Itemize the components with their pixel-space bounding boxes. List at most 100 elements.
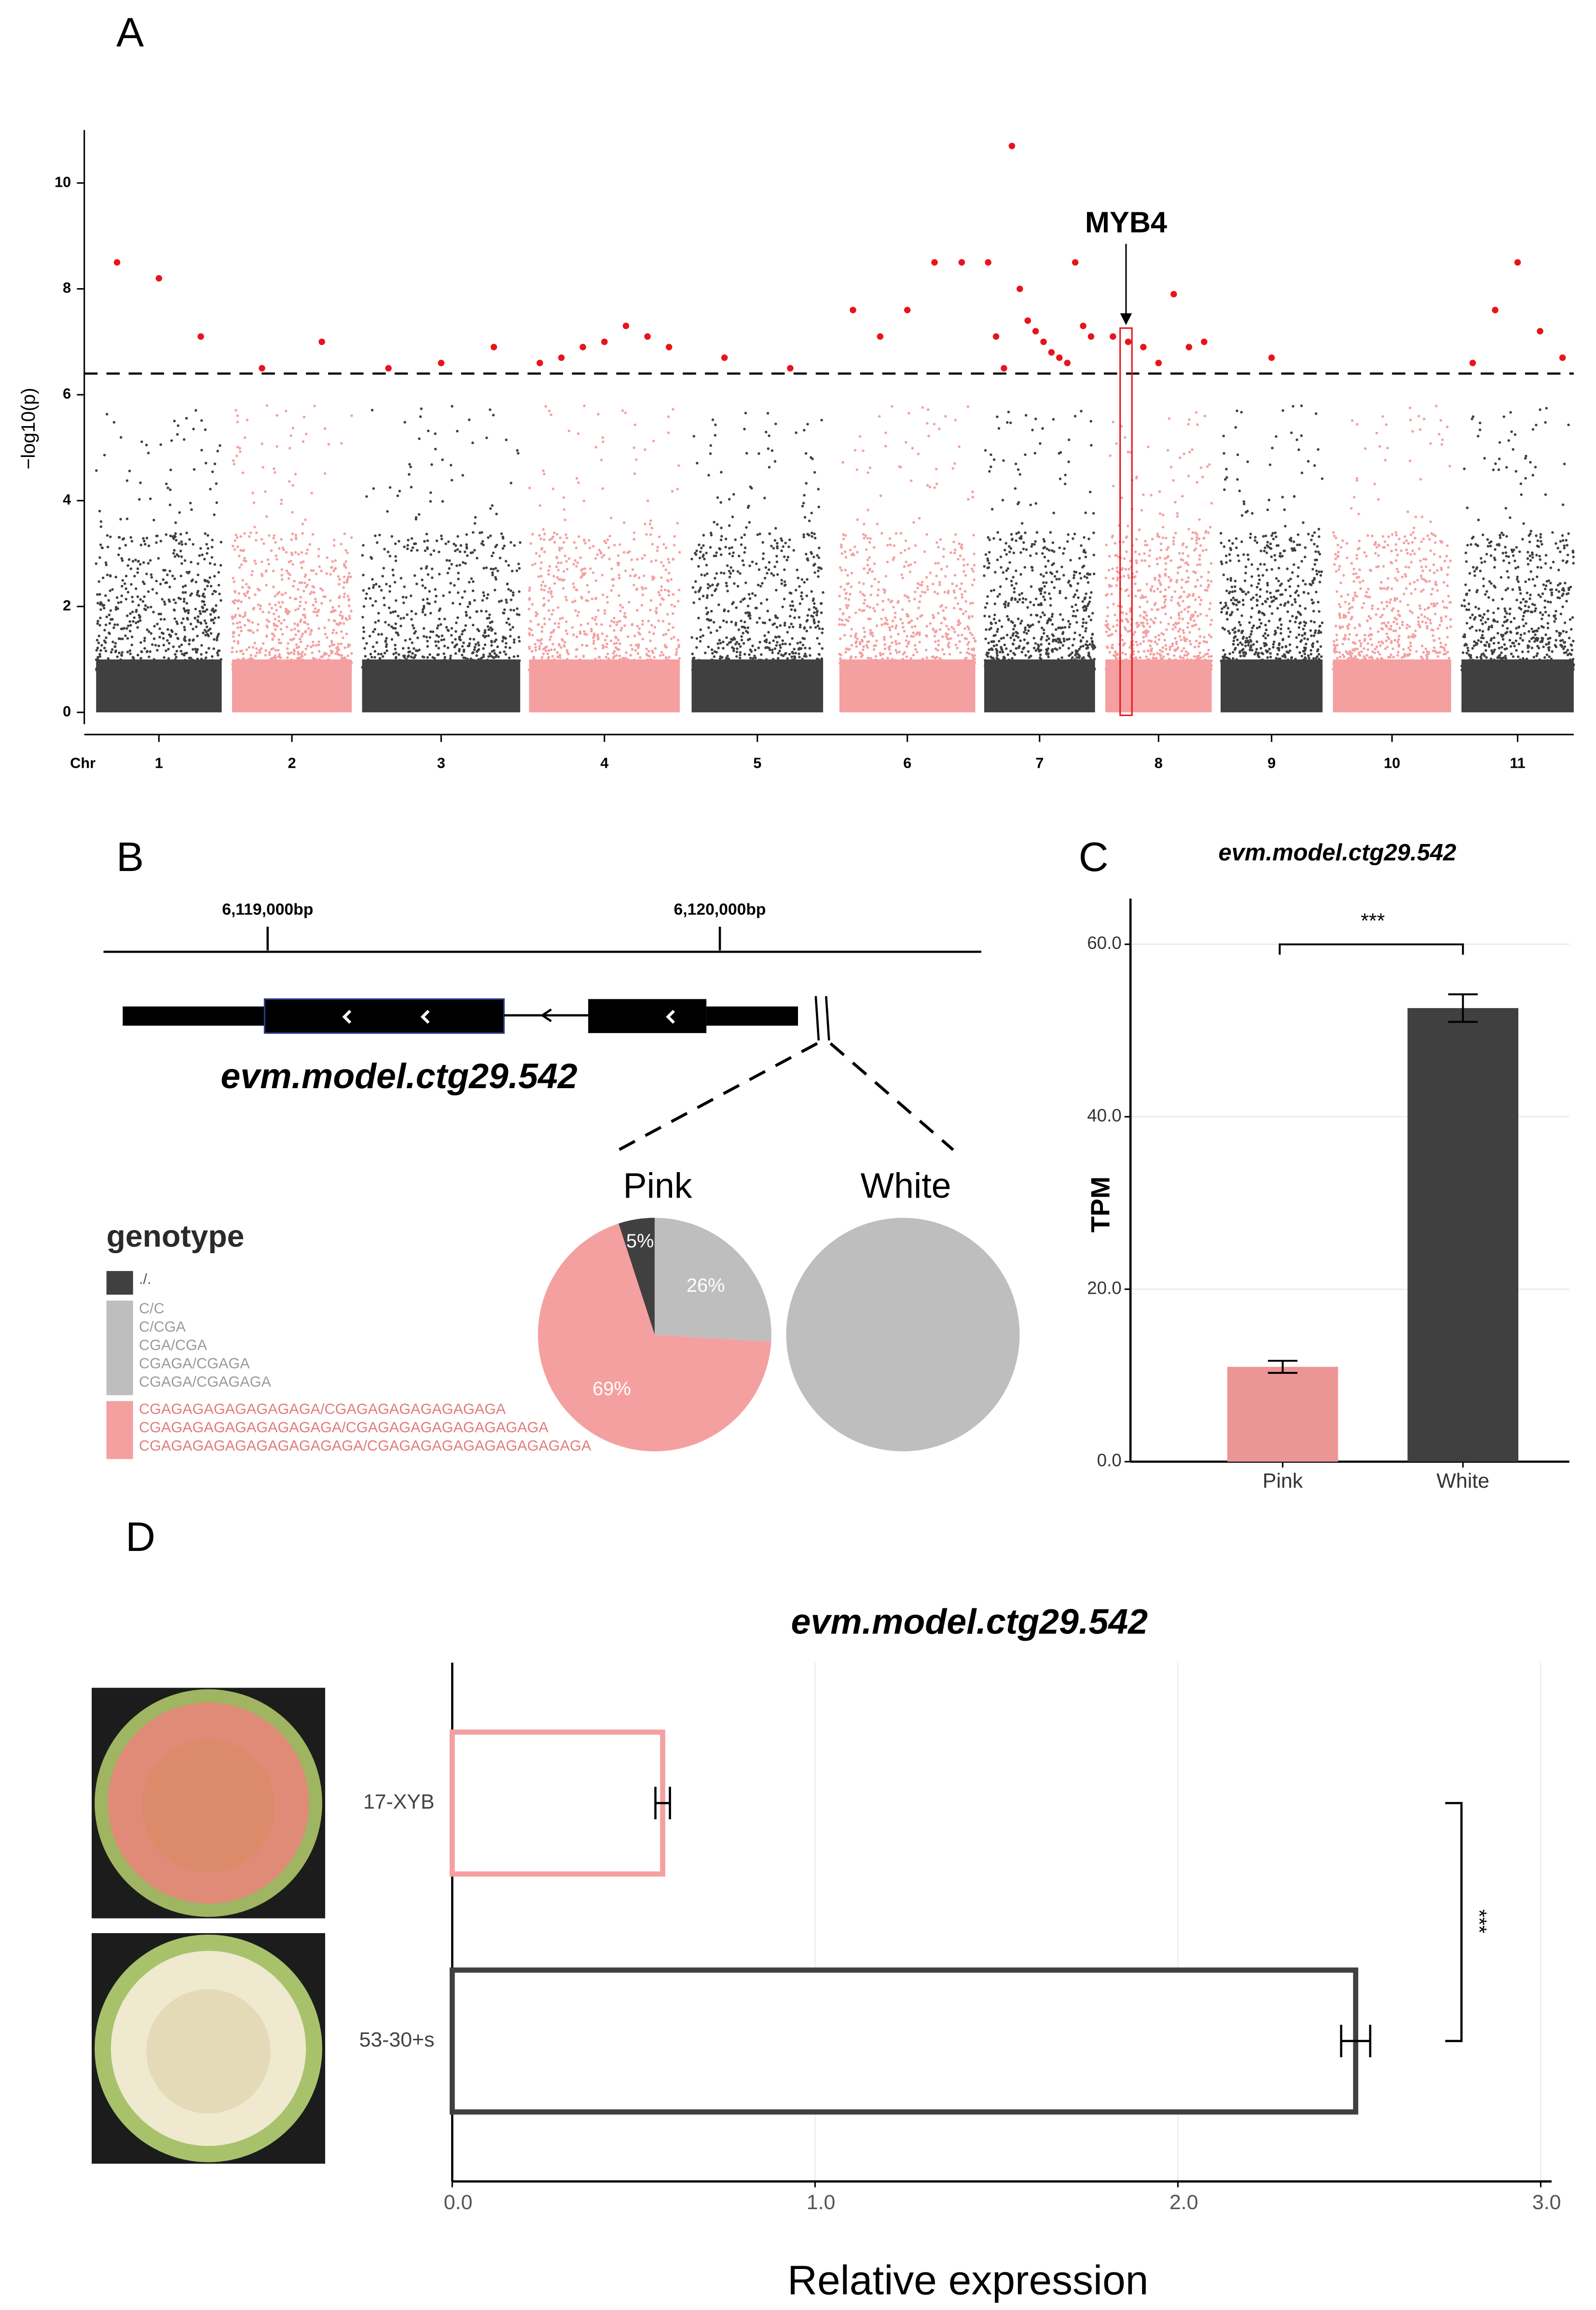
background-point — [234, 615, 236, 619]
background-point — [172, 598, 176, 601]
background-point — [169, 668, 172, 672]
background-point — [615, 654, 618, 657]
background-point — [172, 537, 175, 540]
background-point — [415, 582, 418, 585]
background-point — [423, 539, 426, 543]
background-point — [142, 666, 146, 669]
background-point — [571, 600, 574, 604]
background-point — [1054, 628, 1058, 631]
background-point — [618, 663, 621, 666]
background-point — [159, 443, 162, 446]
background-point — [253, 559, 256, 562]
background-point — [891, 405, 894, 408]
background-point — [450, 479, 454, 482]
background-point — [885, 619, 889, 622]
background-point — [727, 662, 730, 665]
background-point — [547, 609, 550, 612]
background-point — [817, 658, 820, 661]
background-point — [892, 606, 895, 609]
background-point — [1042, 538, 1045, 541]
background-point — [540, 642, 543, 645]
significant-point — [1032, 328, 1039, 335]
background-point — [959, 554, 962, 557]
background-point — [784, 541, 787, 545]
background-point — [954, 533, 957, 536]
background-point — [800, 578, 804, 581]
background-point — [1029, 554, 1032, 557]
background-point — [905, 560, 908, 564]
background-point — [1000, 637, 1003, 640]
background-point — [178, 645, 181, 648]
background-point — [671, 490, 674, 493]
background-point — [667, 628, 670, 632]
background-point — [503, 668, 506, 672]
background-point — [1039, 653, 1042, 656]
background-point — [1032, 603, 1035, 607]
background-point — [454, 638, 457, 641]
background-point — [509, 646, 511, 650]
background-point — [251, 491, 254, 495]
background-point — [454, 664, 456, 667]
background-point — [307, 627, 310, 630]
background-point — [247, 629, 250, 632]
background-point — [217, 583, 220, 587]
background-point — [761, 581, 764, 585]
background-point — [346, 551, 349, 554]
background-point — [662, 564, 665, 567]
background-point — [174, 532, 177, 535]
background-point — [413, 647, 415, 650]
background-point — [1041, 660, 1044, 663]
background-point — [634, 458, 638, 461]
background-point — [941, 659, 944, 662]
background-point — [907, 622, 910, 624]
background-point — [985, 628, 988, 631]
background-point — [838, 618, 841, 621]
background-point — [764, 665, 767, 668]
background-point — [173, 608, 176, 611]
background-point — [1024, 666, 1028, 669]
background-point — [762, 552, 765, 555]
background-point — [799, 623, 802, 626]
background-point — [640, 604, 644, 607]
background-point — [583, 538, 586, 541]
background-point — [798, 655, 801, 659]
background-point — [118, 547, 121, 550]
background-point — [317, 665, 321, 669]
background-point — [636, 646, 640, 650]
background-point — [241, 663, 244, 666]
background-point — [670, 603, 673, 607]
background-point — [252, 668, 255, 672]
background-point — [1068, 637, 1071, 641]
background-point — [730, 620, 733, 623]
background-point — [136, 595, 139, 598]
background-point — [810, 551, 812, 554]
background-point — [1020, 620, 1023, 622]
background-point — [562, 587, 565, 590]
background-point — [138, 659, 141, 662]
background-point — [1059, 592, 1061, 595]
background-point — [635, 668, 639, 672]
background-point — [900, 573, 903, 576]
background-point — [128, 620, 131, 623]
background-point — [144, 543, 147, 546]
background-point — [375, 641, 378, 644]
background-point — [633, 472, 636, 475]
background-point — [556, 651, 559, 654]
background-point — [743, 621, 746, 623]
background-point — [236, 607, 240, 610]
background-point — [406, 547, 409, 551]
background-point — [98, 556, 101, 559]
background-point — [1007, 602, 1010, 605]
background-point — [503, 544, 506, 548]
background-point — [485, 666, 488, 670]
background-point — [943, 661, 947, 664]
background-point — [323, 665, 326, 668]
background-point — [548, 565, 551, 568]
background-point — [1088, 490, 1092, 494]
background-point — [315, 644, 318, 647]
background-point — [383, 604, 386, 607]
background-point — [422, 607, 426, 609]
background-point — [579, 665, 582, 668]
background-point — [907, 642, 910, 645]
background-point — [886, 560, 889, 564]
